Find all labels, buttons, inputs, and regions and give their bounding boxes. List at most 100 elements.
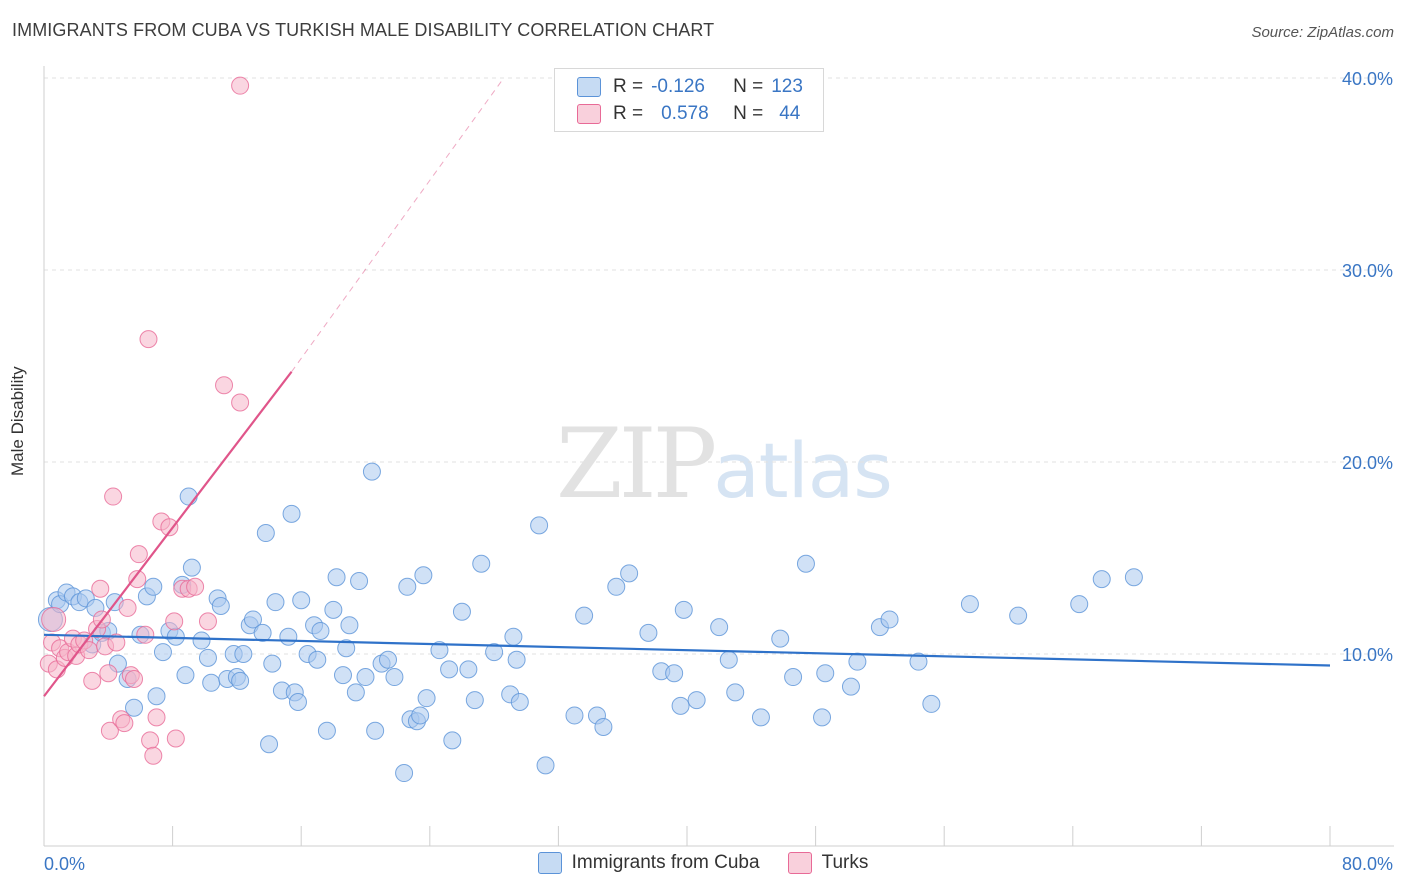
cuba-point <box>356 668 375 687</box>
legend-swatch-cuba <box>577 77 601 97</box>
cuba-point <box>292 591 311 610</box>
cuba-point <box>485 643 504 662</box>
turks-point <box>141 731 160 750</box>
turks-point <box>83 671 102 690</box>
legend-n-value: 44 <box>779 103 801 124</box>
cuba-point <box>192 631 211 650</box>
cuba-point <box>1009 606 1028 625</box>
cuba-point <box>253 623 272 642</box>
cuba-point <box>198 648 217 667</box>
cuba-point <box>147 687 166 706</box>
x-tick-label: 0.0% <box>44 854 85 874</box>
cuba-point <box>771 629 790 648</box>
series-label-cuba: Immigrants from Cuba <box>571 852 760 873</box>
cuba-point <box>796 554 815 573</box>
turks-point <box>147 708 166 727</box>
cuba-point <box>504 627 523 646</box>
cuba-point <box>202 673 221 692</box>
cuba-point <box>327 568 346 587</box>
cuba-point <box>841 677 860 696</box>
cuba-point <box>333 666 352 685</box>
cuba-point <box>784 668 803 687</box>
series-legend-item-turks: Turks <box>787 852 869 874</box>
cuba-point <box>311 621 330 640</box>
series-label-turks: Turks <box>821 852 869 873</box>
turks-point <box>231 76 250 95</box>
cuba-point <box>671 696 690 715</box>
cuba-point <box>594 717 613 736</box>
cuba-point <box>530 516 549 535</box>
y-tick-label: 30.0% <box>1342 261 1393 281</box>
watermark: ZIPatlas <box>556 408 893 520</box>
watermark-zip: ZIP <box>556 408 717 520</box>
turks-trend-extension <box>291 77 505 373</box>
chart-title: IMMIGRANTS FROM CUBA VS TURKISH MALE DIS… <box>12 20 715 40</box>
cuba-point <box>507 650 526 669</box>
cuba-point <box>665 664 684 683</box>
cuba-point <box>231 671 250 690</box>
cuba-point <box>153 643 172 662</box>
cuba-point <box>472 554 491 573</box>
turks-point <box>144 746 163 765</box>
cuba-point <box>125 698 144 717</box>
cuba-point <box>308 650 327 669</box>
turks-point <box>115 714 134 733</box>
turks-point <box>186 577 205 596</box>
cuba-point <box>266 593 285 612</box>
cuba-point <box>144 577 163 596</box>
turks-point <box>198 612 217 631</box>
y-tick-label: 40.0% <box>1342 69 1393 89</box>
cuba-point <box>430 641 449 660</box>
cuba-point <box>575 606 594 625</box>
cuba-point <box>440 660 459 679</box>
series-legend: Immigrants from Cuba Turks <box>0 852 1406 874</box>
cuba-point <box>674 600 693 619</box>
turks-point <box>100 721 119 740</box>
turks-point <box>139 330 158 349</box>
cuba-point <box>398 577 417 596</box>
cuba-point <box>288 693 307 711</box>
cuba-point <box>719 650 738 669</box>
cuba-point <box>324 600 343 619</box>
stats-legend: R = -0.126 N = 123 R = 0.578 N = 44 <box>554 68 824 132</box>
cuba-point <box>510 693 529 711</box>
turks-trend-line <box>43 371 293 697</box>
cuba-point <box>443 731 462 750</box>
cuba-point <box>346 683 365 702</box>
cuba-point <box>465 691 484 710</box>
cuba-point <box>379 650 398 669</box>
turks-point <box>99 664 118 683</box>
turks-point <box>104 487 123 506</box>
cuba-point <box>909 652 928 671</box>
legend-r-value: -0.126 <box>651 76 705 97</box>
cuba-point <box>337 639 356 658</box>
watermark-atlas: atlas <box>713 426 893 515</box>
legend-swatch-turks <box>577 104 601 124</box>
cuba-point <box>1124 568 1143 587</box>
x-tick-label: 80.0% <box>1342 854 1393 874</box>
cuba-point <box>710 618 729 637</box>
cuba-point <box>385 668 404 687</box>
cuba-trend-line <box>43 633 1331 667</box>
cuba-point <box>565 706 584 725</box>
cuba-point <box>726 683 745 702</box>
cuba-point <box>607 577 626 596</box>
legend-n-value: 123 <box>771 76 803 97</box>
cuba-point <box>366 721 385 740</box>
cuba-point <box>620 564 639 583</box>
cuba-point <box>751 708 770 727</box>
cuba-point <box>687 691 706 710</box>
turks-point <box>118 598 137 617</box>
legend-row-turks: R = 0.578 N = 44 <box>577 101 800 127</box>
cuba-point <box>260 735 279 754</box>
series-swatch-turks <box>787 852 812 874</box>
turks-point <box>128 570 147 589</box>
cuba-point <box>279 627 298 646</box>
cuba-point <box>411 706 430 725</box>
cuba-point <box>960 595 979 614</box>
cuba-point <box>880 610 899 629</box>
turks-point <box>166 729 185 748</box>
series-swatch-cuba <box>537 852 562 874</box>
turks-point <box>215 376 234 395</box>
